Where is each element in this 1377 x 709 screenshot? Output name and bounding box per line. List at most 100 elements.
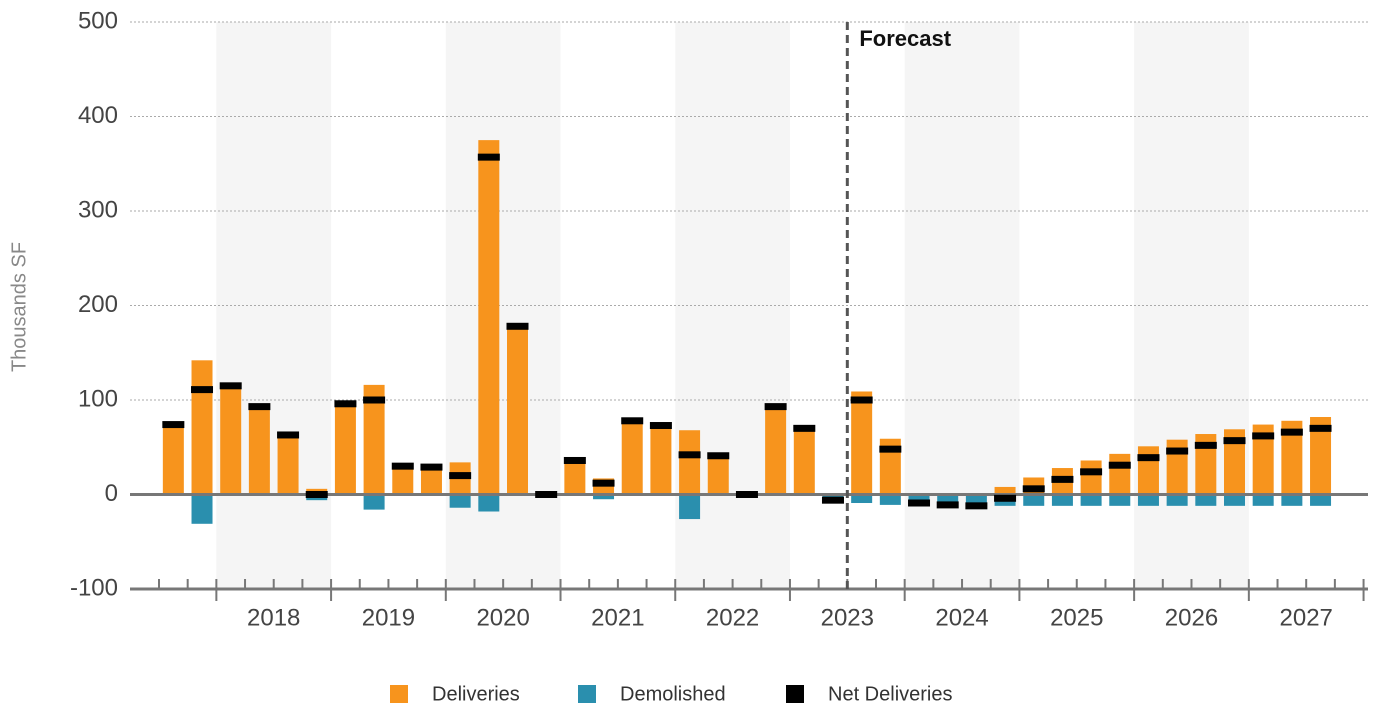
demolished-bar [1137,494,1159,506]
x-tick-label: 2020 [476,604,529,631]
demolished-bar [1023,494,1045,506]
net-deliveries-marker [707,452,730,460]
deliveries-bar [507,326,528,495]
net-deliveries-marker [1309,424,1332,432]
net-deliveries-marker [1108,461,1131,469]
legend-swatch [786,685,804,703]
deliveries-bar [1310,417,1332,495]
net-deliveries-marker [191,386,214,394]
net-deliveries-marker [592,479,615,487]
demolished-bar [191,494,213,524]
demolished-bar [593,494,615,500]
demolished-bar [449,494,471,508]
deliveries-bar [621,420,643,495]
deliveries-bar [994,486,1016,495]
deliveries-bar [793,428,815,495]
net-deliveries-marker [936,501,959,509]
net-deliveries-marker [735,491,758,498]
net-deliveries-marker [793,424,816,432]
demolished-bar [1166,494,1188,506]
deliveries-bar [851,391,873,495]
legend-swatch [578,685,596,703]
net-deliveries-marker [1280,428,1303,436]
net-deliveries-marker [305,491,328,498]
deliveries-bar [679,430,701,495]
y-tick-label: 300 [78,196,118,223]
net-deliveries-marker [879,445,902,453]
net-deliveries-marker [363,396,386,404]
net-deliveries-marker [965,502,988,510]
net-deliveries-marker [908,499,931,507]
demolished-bar [851,494,873,504]
net-deliveries-marker [1223,437,1246,445]
legend-swatch [390,685,408,703]
y-axis-label: Thousands SF [8,242,30,372]
x-tick-label: 2018 [247,604,300,631]
net-deliveries-marker [678,451,701,459]
deliveries-bar [1137,446,1159,495]
net-deliveries-marker [764,403,787,411]
forecast-label: Forecast [859,26,951,51]
deliveries-bar [478,140,500,495]
deliveries-bar [1281,420,1303,495]
x-tick-label: 2025 [1050,604,1103,631]
deliveries-bar [420,467,442,495]
net-deliveries-marker [334,400,357,408]
deliveries-bar [363,384,385,495]
deliveries-bar [1252,424,1274,495]
year-band [216,22,332,589]
x-tick-label: 2023 [821,604,874,631]
net-deliveries-marker [649,422,672,430]
legend-label: Deliveries [432,683,520,705]
x-tick-label: 2026 [1165,604,1218,631]
net-deliveries-marker [1166,447,1189,455]
net-deliveries-marker [1051,475,1074,483]
demolished-bar [1080,494,1102,506]
x-tick-label: 2024 [935,604,988,631]
demolished-bar [1195,494,1217,506]
deliveries-bar [1195,434,1217,495]
demolished-bar [1109,494,1131,506]
deliveries-bar [564,460,586,495]
net-deliveries-marker [1022,485,1045,493]
demolished-bar [1051,494,1073,506]
deliveries-bar [277,434,299,495]
y-tick-label: 200 [78,291,118,318]
demolished-bar [478,494,500,512]
net-deliveries-marker [1194,441,1217,449]
net-deliveries-marker [994,494,1017,502]
net-deliveries-marker [391,462,414,470]
deliveries-bar [191,360,213,495]
demolished-bar [1310,494,1332,506]
y-tick-label: -100 [70,574,118,601]
deliveries-bar [334,403,356,495]
deliveries-bar [248,406,270,495]
demolished-bar [908,494,930,504]
y-tick-label: 500 [78,7,118,34]
deliveries-bar [1109,453,1131,495]
x-tick-label: 2027 [1280,604,1333,631]
demolished-bar [965,494,987,506]
net-deliveries-marker [449,472,472,480]
deliveries-bar [1080,460,1102,495]
net-deliveries-marker [1137,454,1160,462]
net-deliveries-marker [563,456,586,464]
deliveries-bar [879,438,901,495]
net-deliveries-marker [821,496,844,504]
demolished-bar [1281,494,1303,506]
net-deliveries-marker [850,396,873,404]
net-deliveries-marker [506,322,529,330]
deliveries-bar [650,425,672,495]
x-tick-label: 2019 [362,604,415,631]
demolished-bar [363,494,385,510]
y-tick-label: 0 [105,480,118,507]
legend-label: Demolished [620,683,726,705]
demolished-bar [879,494,901,505]
x-tick-label: 2022 [706,604,759,631]
demolished-bar [1252,494,1274,506]
net-deliveries-marker [219,382,242,390]
net-deliveries-marker [162,421,185,429]
net-deliveries-marker [277,431,300,439]
deliveries-bar [707,455,729,495]
